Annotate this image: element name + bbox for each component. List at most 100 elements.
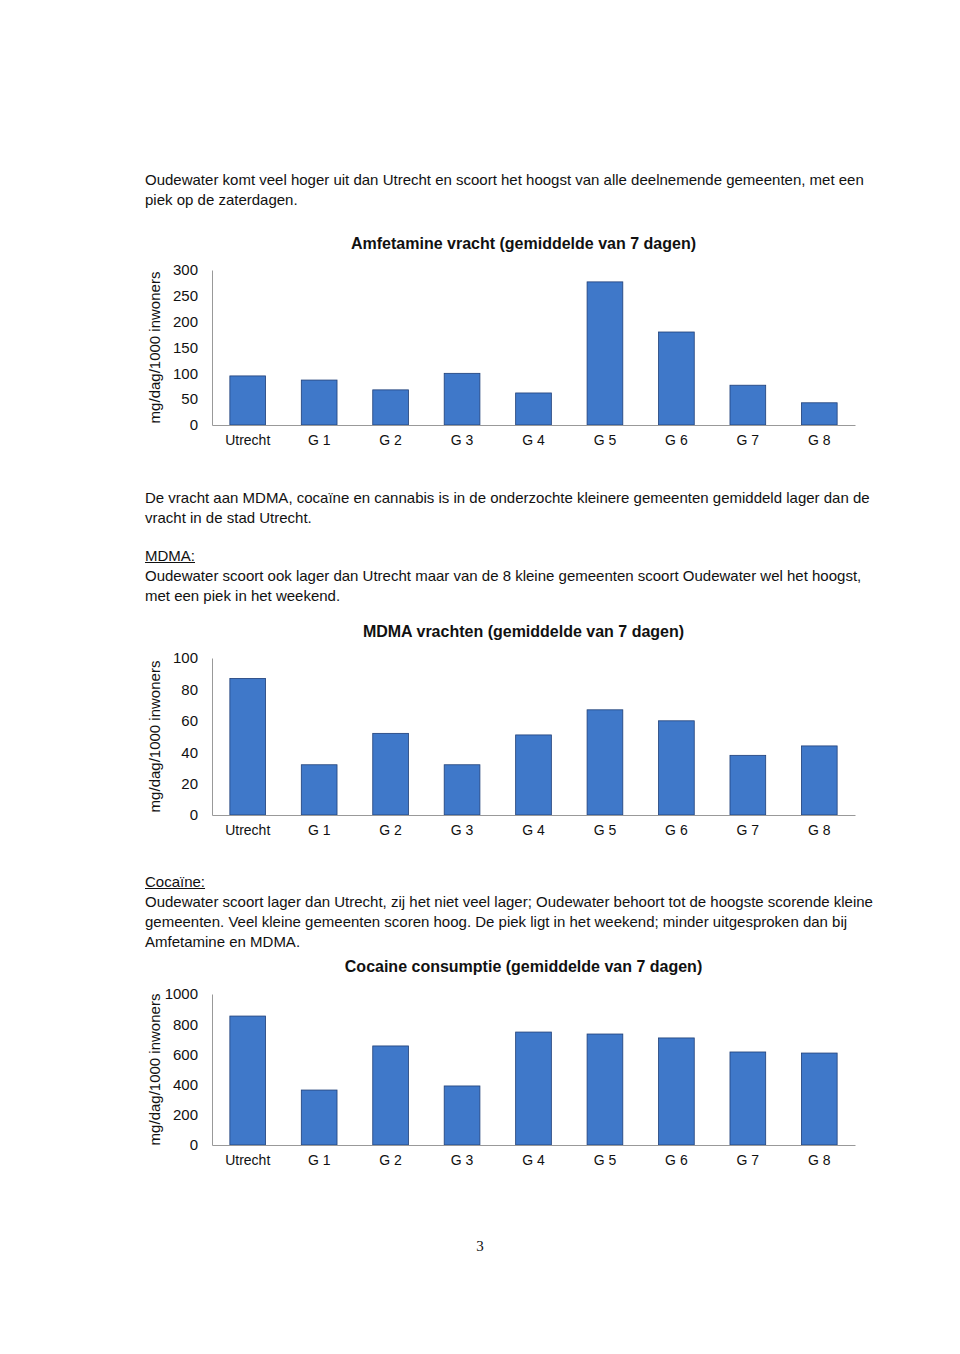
tick: 1000 — [165, 985, 212, 1002]
bar — [444, 765, 480, 815]
tick: Utrecht — [225, 425, 270, 448]
y-axis: 050100150200250300 — [173, 261, 213, 433]
tick-label: G 8 — [808, 1152, 831, 1168]
tick: G 2 — [379, 815, 402, 838]
bar — [301, 380, 337, 425]
axis-line — [213, 425, 856, 426]
bar — [801, 1053, 837, 1145]
tick-label: 200 — [173, 313, 198, 330]
tick: G 7 — [737, 815, 760, 838]
bar — [659, 332, 695, 425]
chart: Cocaine consumptie (gemiddelde van 7 dag… — [146, 958, 856, 1168]
tick: 200 — [173, 1106, 212, 1123]
tick: G 7 — [737, 425, 760, 448]
page-number: 3 — [470, 1238, 490, 1255]
bar — [373, 1046, 409, 1145]
tick-label: 1000 — [165, 985, 198, 1002]
tick: Utrecht — [225, 815, 270, 838]
axis-title: mg/dag/1000 inwoners — [146, 272, 163, 424]
paragraph: Oudewater scoort ook lager dan Utrecht m… — [145, 566, 885, 606]
tick: G 5 — [594, 425, 617, 448]
tick-label: 150 — [173, 339, 198, 356]
tick-label: 400 — [173, 1076, 198, 1093]
tick-label: 200 — [173, 1106, 198, 1123]
tick: G 4 — [522, 425, 545, 448]
tick: G 1 — [308, 815, 331, 838]
tick: G 6 — [665, 425, 688, 448]
tick: 200 — [173, 313, 212, 330]
chart: MDMA vrachten (gemiddelde van 7 dagen)mg… — [146, 623, 856, 838]
tick-label: 800 — [173, 1015, 198, 1032]
tick: 250 — [173, 287, 212, 304]
tick: 0 — [190, 416, 212, 433]
bar — [730, 1052, 766, 1145]
tick: Utrecht — [225, 1145, 270, 1168]
tick: G 3 — [451, 815, 474, 838]
bars — [230, 678, 837, 815]
tick-label: G 3 — [451, 822, 474, 838]
tick: 20 — [181, 775, 212, 792]
tick: G 5 — [594, 1145, 617, 1168]
tick-label: G 3 — [451, 432, 474, 448]
tick: 80 — [181, 681, 212, 698]
tick: 150 — [173, 339, 212, 356]
bar — [516, 393, 552, 425]
tick-label: G 1 — [308, 1152, 331, 1168]
bar — [516, 735, 552, 815]
axis-title: mg/dag/1000 inwoners — [146, 661, 163, 813]
bar — [801, 746, 837, 815]
tick-label: G 7 — [737, 822, 760, 838]
tick-label: 80 — [181, 681, 198, 698]
tick-label: 50 — [181, 390, 198, 407]
axis-title: mg/dag/1000 inwoners — [146, 994, 163, 1146]
x-axis: UtrechtG 1G 2G 3G 4G 5G 6G 7G 8 — [213, 425, 856, 448]
tick-label: G 4 — [522, 1152, 545, 1168]
tick: G 8 — [808, 425, 831, 448]
chart-title: Cocaine consumptie (gemiddelde van 7 dag… — [345, 958, 702, 975]
bar — [444, 373, 480, 425]
axis-line — [212, 659, 213, 816]
paragraph: Cocaïne: — [145, 872, 885, 892]
tick: G 7 — [737, 1145, 760, 1168]
tick-label: 60 — [181, 712, 198, 729]
tick-label: 0 — [190, 806, 198, 823]
tick: 60 — [181, 712, 212, 729]
tick: G 6 — [665, 815, 688, 838]
chart-title: Amfetamine vracht (gemiddelde van 7 dage… — [351, 235, 696, 252]
paragraph: Oudewater scoort lager dan Utrecht, zij … — [145, 892, 885, 952]
tick: G 3 — [451, 1145, 474, 1168]
bar — [801, 403, 837, 425]
tick-label: G 4 — [522, 822, 545, 838]
tick: G 1 — [308, 425, 331, 448]
bar — [373, 733, 409, 815]
tick-label: G 4 — [522, 432, 545, 448]
tick-label: G 6 — [665, 822, 688, 838]
tick-label: 40 — [181, 744, 198, 761]
bar — [230, 1016, 266, 1145]
bars — [230, 1016, 837, 1145]
page-charts: Amfetamine vracht (gemiddelde van 7 dage… — [0, 0, 960, 1354]
tick-label: G 8 — [808, 822, 831, 838]
tick: 50 — [181, 390, 212, 407]
bar — [373, 390, 409, 425]
bars — [230, 282, 837, 425]
tick-label: G 8 — [808, 432, 831, 448]
tick: G 6 — [665, 1145, 688, 1168]
tick-label: G 7 — [737, 1152, 760, 1168]
tick-label: 0 — [190, 1136, 198, 1153]
tick: 0 — [190, 806, 212, 823]
bar — [587, 282, 623, 425]
axis-line — [213, 815, 856, 816]
bar — [516, 1032, 552, 1145]
bar — [301, 765, 337, 815]
tick-label: G 3 — [451, 1152, 474, 1168]
tick-label: 600 — [173, 1046, 198, 1063]
paragraph: MDMA: — [145, 546, 885, 566]
tick-label: G 2 — [379, 1152, 402, 1168]
paragraph: Oudewater komt veel hoger uit dan Utrech… — [145, 170, 885, 210]
tick: 600 — [173, 1046, 212, 1063]
bar — [659, 721, 695, 815]
bar — [730, 755, 766, 815]
tick-label: Utrecht — [225, 432, 270, 448]
tick: G 2 — [379, 1145, 402, 1168]
